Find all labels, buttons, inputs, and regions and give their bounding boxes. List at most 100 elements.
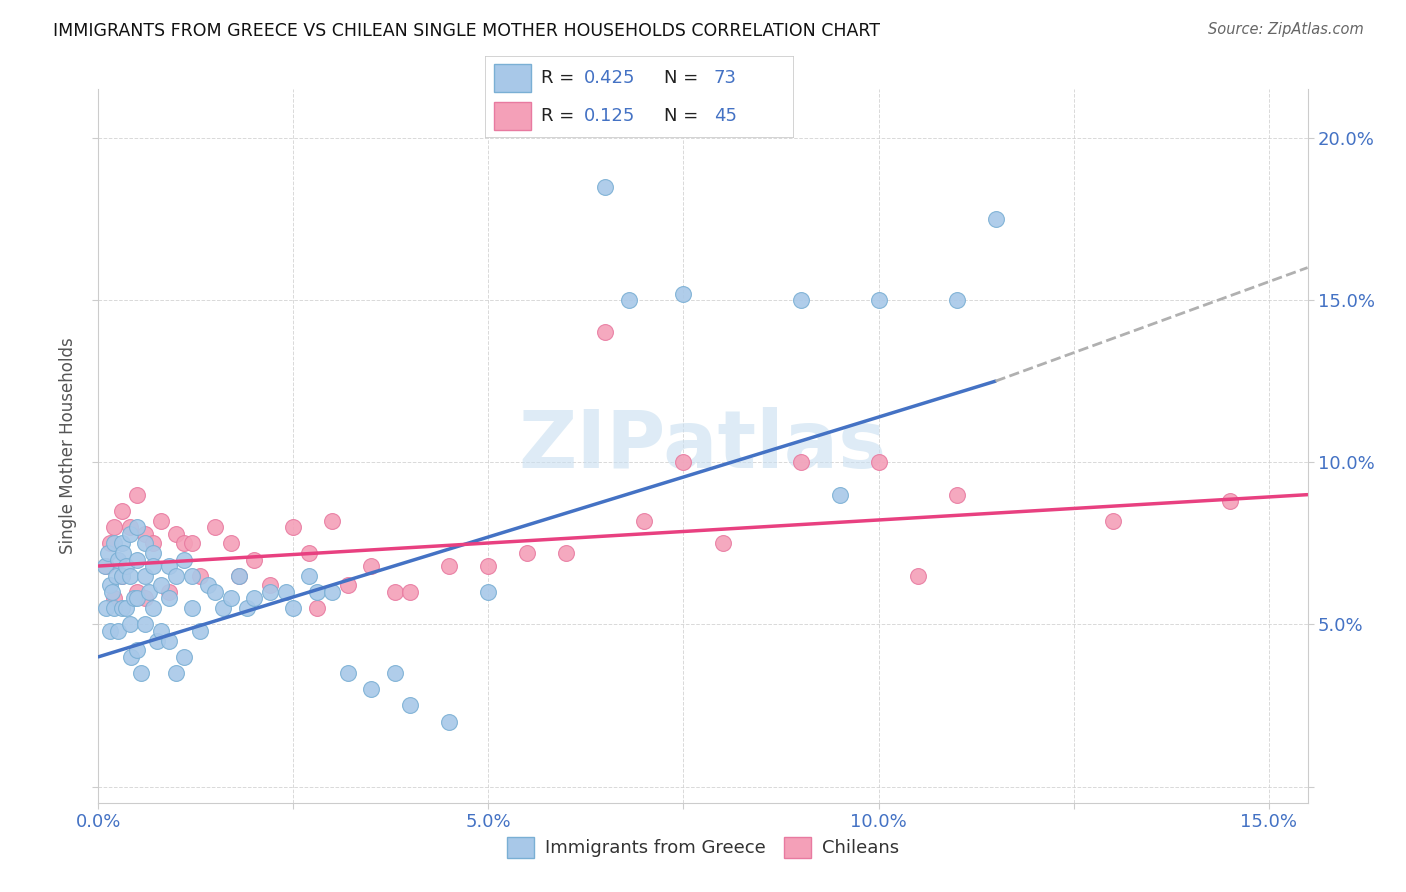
Point <box>243 552 266 566</box>
Point <box>142 559 165 574</box>
Point <box>219 591 242 606</box>
Point <box>134 591 156 606</box>
Point <box>127 591 149 606</box>
Point <box>165 568 187 582</box>
Point <box>134 536 156 550</box>
Text: IMMIGRANTS FROM GREECE VS CHILEAN SINGLE MOTHER HOUSEHOLDS CORRELATION CHART: IMMIGRANTS FROM GREECE VS CHILEAN SINGLE… <box>53 22 880 40</box>
Point <box>711 536 734 550</box>
Point <box>298 546 321 560</box>
Point <box>134 617 156 632</box>
Point <box>188 624 211 638</box>
Point <box>118 617 141 632</box>
Point <box>633 514 655 528</box>
Point <box>173 552 195 566</box>
Point <box>984 211 1007 226</box>
Point <box>337 666 360 681</box>
Point <box>98 578 121 592</box>
Point <box>104 568 127 582</box>
Point <box>157 633 180 648</box>
Point <box>337 578 360 592</box>
Point <box>114 559 136 574</box>
Point <box>103 601 125 615</box>
Point <box>142 536 165 550</box>
Point <box>321 585 343 599</box>
Point <box>212 601 235 615</box>
Point <box>107 624 129 638</box>
Point <box>118 520 141 534</box>
Point <box>321 514 343 528</box>
Text: 0.125: 0.125 <box>583 107 636 125</box>
Point <box>142 601 165 615</box>
Point <box>112 546 135 560</box>
Legend: Immigrants from Greece, Chileans: Immigrants from Greece, Chileans <box>501 830 905 865</box>
Point <box>283 520 305 534</box>
Text: 0.425: 0.425 <box>583 70 636 87</box>
Point <box>384 585 406 599</box>
Point <box>868 455 890 469</box>
Text: R =: R = <box>541 70 579 87</box>
Point <box>165 526 187 541</box>
Point <box>138 585 160 599</box>
Point <box>672 455 695 469</box>
Point <box>103 536 125 550</box>
Point <box>111 568 134 582</box>
Point <box>127 488 149 502</box>
Point <box>360 682 382 697</box>
Point <box>149 514 172 528</box>
Point <box>114 601 136 615</box>
Point <box>305 585 328 599</box>
Point <box>945 488 967 502</box>
Point <box>868 293 890 307</box>
Point <box>173 536 195 550</box>
Point <box>283 601 305 615</box>
Point <box>127 585 149 599</box>
Text: 73: 73 <box>714 70 737 87</box>
Text: R =: R = <box>541 107 579 125</box>
Point <box>96 601 118 615</box>
Point <box>98 624 121 638</box>
Text: N =: N = <box>665 70 704 87</box>
Point <box>477 559 499 574</box>
FancyBboxPatch shape <box>495 64 531 92</box>
Point <box>789 455 811 469</box>
Point <box>259 585 281 599</box>
Text: ZIPatlas: ZIPatlas <box>519 407 887 485</box>
Point <box>555 546 578 560</box>
Point <box>1101 514 1123 528</box>
Text: N =: N = <box>665 107 704 125</box>
Point <box>228 568 250 582</box>
Point <box>516 546 538 560</box>
Point <box>259 578 281 592</box>
Point <box>111 601 134 615</box>
Point <box>111 568 134 582</box>
Point <box>477 585 499 599</box>
Point <box>111 536 134 550</box>
Point <box>146 633 169 648</box>
Point <box>149 624 172 638</box>
Point <box>118 526 141 541</box>
Point <box>131 666 153 681</box>
Point <box>235 601 257 615</box>
Point <box>399 585 422 599</box>
Point <box>107 552 129 566</box>
Text: Source: ZipAtlas.com: Source: ZipAtlas.com <box>1208 22 1364 37</box>
Point <box>399 698 422 713</box>
Point <box>181 601 204 615</box>
Point <box>828 488 851 502</box>
Point <box>274 585 297 599</box>
Point <box>945 293 967 307</box>
Point <box>127 643 149 657</box>
Point <box>243 591 266 606</box>
Point <box>120 649 142 664</box>
Point <box>672 286 695 301</box>
Point <box>127 552 149 566</box>
Point <box>111 504 134 518</box>
Point <box>93 559 115 574</box>
Point <box>439 559 461 574</box>
Point <box>157 559 180 574</box>
Point <box>134 526 156 541</box>
Point <box>305 601 328 615</box>
Point <box>181 568 204 582</box>
Text: 45: 45 <box>714 107 737 125</box>
FancyBboxPatch shape <box>485 56 794 138</box>
